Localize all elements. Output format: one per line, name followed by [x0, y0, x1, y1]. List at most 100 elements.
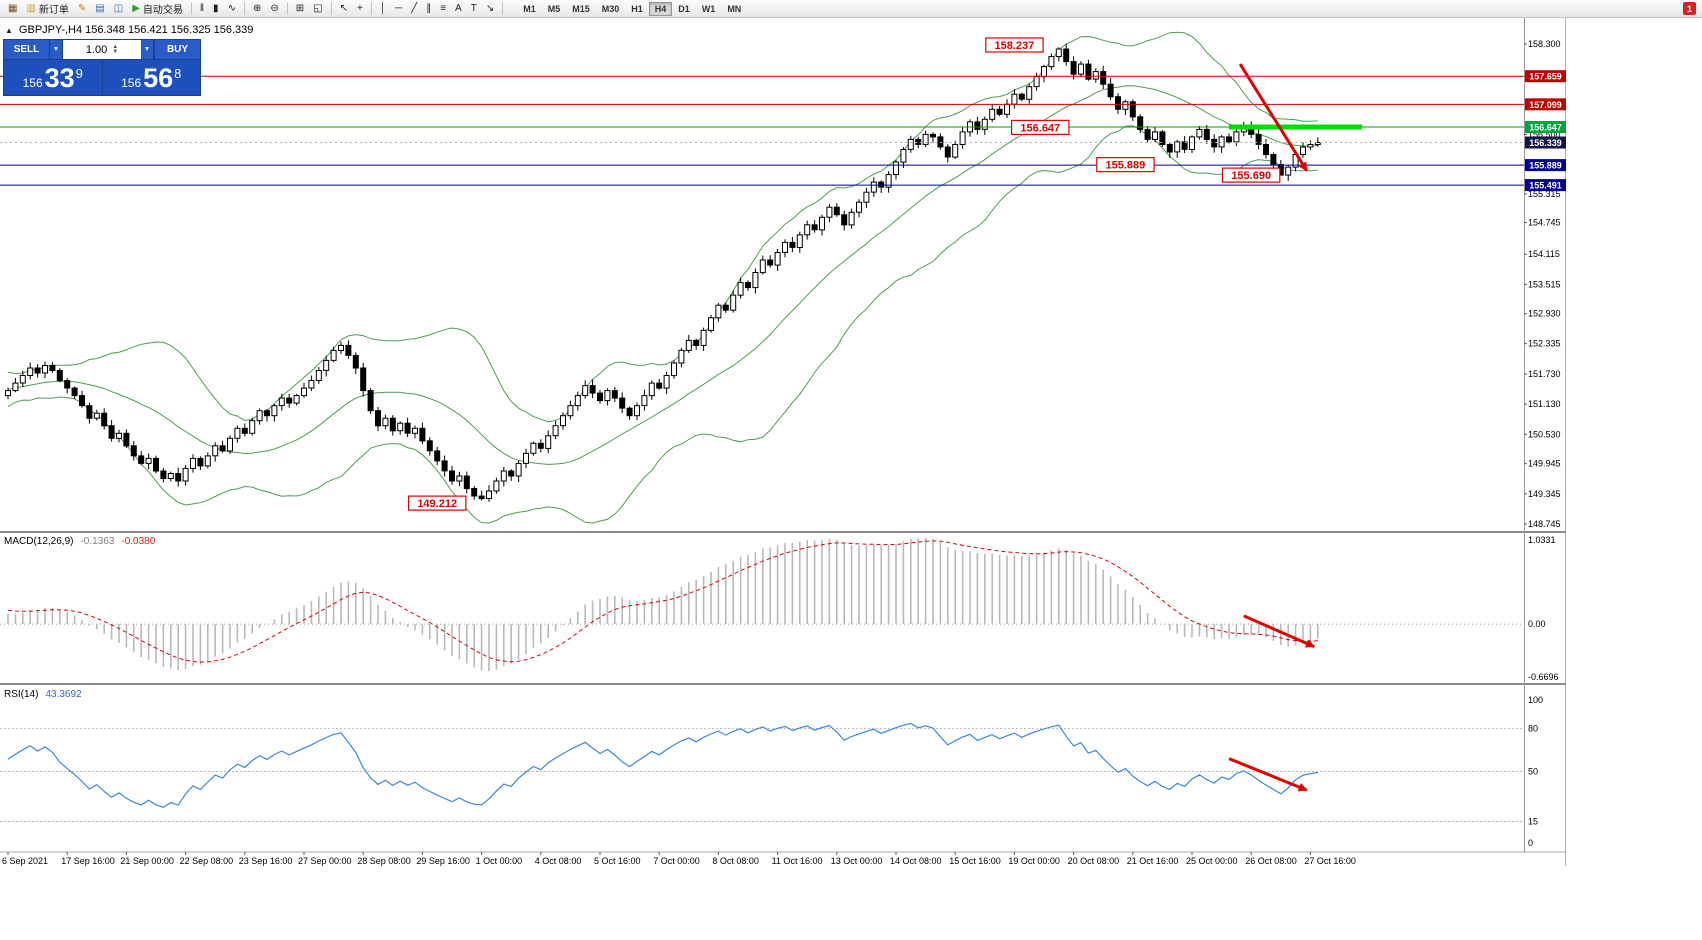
cascade-windows-icon[interactable]: ◱	[309, 1, 326, 16]
sell-dropdown-icon[interactable]: ▼	[50, 40, 63, 59]
chart-window-icon[interactable]: ▦	[4, 1, 21, 16]
notification-badge[interactable]: 1	[1683, 2, 1696, 15]
horizontal-line-icon: ─	[395, 2, 403, 14]
timeframe-m15[interactable]: M15	[572, 3, 590, 14]
macd-name: MACD(12,26,9)	[4, 536, 74, 547]
svg-text:156.500: 156.500	[1528, 129, 1561, 139]
fibonacci-icon[interactable]: ≡	[436, 1, 450, 16]
autotrading-button[interactable]: ▶ 自动交易	[128, 1, 187, 16]
rsi-name: RSI(14)	[4, 689, 39, 700]
market-watch-icon[interactable]: ▤	[91, 1, 108, 16]
line-chart-icon[interactable]: ∿	[224, 1, 240, 16]
svg-text:154.115: 154.115	[1528, 249, 1560, 259]
svg-text:80: 80	[1528, 724, 1538, 734]
svg-text:17 Sep 16:00: 17 Sep 16:00	[61, 856, 115, 866]
sell-price-sup: 9	[75, 66, 83, 81]
timeframe-m5[interactable]: M5	[547, 3, 561, 14]
toolbar-separator	[370, 2, 372, 15]
timeframe-h1[interactable]: H1	[631, 3, 643, 14]
buy-button[interactable]: BUY	[154, 40, 200, 59]
svg-text:152.335: 152.335	[1528, 339, 1561, 349]
text-icon: A	[455, 2, 462, 14]
arrows-icon: ↘	[485, 2, 495, 14]
timeframe-m30[interactable]: M30	[601, 3, 620, 14]
candlestick-chart-icon[interactable]: ▮	[209, 1, 223, 16]
svg-text:6 Sep 2021: 6 Sep 2021	[2, 856, 48, 866]
svg-text:153.515: 153.515	[1528, 279, 1561, 289]
tile-windows-icon[interactable]: ⊞	[292, 1, 308, 16]
svg-text:4 Oct 08:00: 4 Oct 08:00	[535, 856, 582, 866]
svg-text:155.889: 155.889	[1529, 161, 1562, 171]
svg-text:149.345: 149.345	[1528, 489, 1561, 499]
crosshair-icon: +	[356, 2, 363, 14]
metaeditor-icon[interactable]: ✎	[74, 1, 90, 16]
toolbar-separator	[243, 2, 245, 15]
svg-text:15 Oct 16:00: 15 Oct 16:00	[949, 856, 1001, 866]
candles-layer	[5, 43, 1321, 502]
svg-text:21 Oct 16:00: 21 Oct 16:00	[1127, 856, 1179, 866]
lot-spinner[interactable]: ▲ ▼	[112, 43, 119, 55]
bar-chart-icon[interactable]: ‖	[196, 1, 208, 16]
lot-size-field[interactable]: 1.00 ▲ ▼	[63, 40, 141, 59]
svg-text:21 Sep 00:00: 21 Sep 00:00	[120, 856, 174, 866]
sell-button[interactable]: SELL	[4, 40, 50, 59]
buy-dropdown-icon[interactable]: ▼	[141, 40, 154, 59]
toolbar-items: ▦ ▥ 新订单 ✎ ▤ ◫ ▶ 自动交易 ‖ ▮ ∿ ⊕ ⊖ ⊞ ◱ ↖ + │ ─ ╱ ∥ ≡ A T ↘ M1 M5 M15 M30…	[4, 0, 747, 17]
equidistant-channel-icon[interactable]: ∥	[422, 1, 435, 16]
svg-text:155.889: 155.889	[1106, 160, 1146, 172]
symbol-ohlc-text: GBPJPY-,H4 156.348 156.421 156.325 156.3…	[18, 24, 254, 36]
svg-text:100: 100	[1528, 695, 1543, 705]
buy-price[interactable]: 156 56 8	[103, 60, 201, 95]
svg-text:13 Oct 00:00: 13 Oct 00:00	[831, 856, 883, 866]
horizontal-line-icon[interactable]: ─	[391, 1, 406, 16]
zoom-in-icon[interactable]: ⊕	[249, 1, 265, 16]
text-icon[interactable]: A	[451, 1, 466, 16]
svg-text:151.730: 151.730	[1528, 369, 1561, 379]
zoom-in-icon: ⊕	[252, 2, 262, 14]
main-toolbar: ▦ ▥ 新订单 ✎ ▤ ◫ ▶ 自动交易 ‖ ▮ ∿ ⊕ ⊖ ⊞ ◱ ↖ + │ ─ ╱ ∥ ≡ A T ↘ M1 M5 M15 M30…	[0, 0, 1702, 18]
svg-text:155.690: 155.690	[1231, 170, 1271, 182]
cursor-icon[interactable]: ↖	[336, 1, 352, 16]
one-click-collapse-icon[interactable]: ▲	[5, 25, 13, 35]
svg-text:152.930: 152.930	[1528, 309, 1561, 319]
svg-text:26 Oct 08:00: 26 Oct 08:00	[1245, 856, 1297, 866]
time-axis[interactable]: 6 Sep 2021 17 Sep 16:00 21 Sep 00:00 22 Sep…	[2, 852, 1356, 866]
timeframe-w1[interactable]: W1	[701, 3, 716, 14]
rsi-value: 43.3692	[45, 689, 82, 700]
zoom-out-icon: ⊖	[270, 2, 279, 14]
timeframe-d1[interactable]: D1	[678, 3, 690, 14]
panel-frames	[0, 18, 1566, 853]
bollinger-bands	[7, 31, 1318, 524]
trendline-icon[interactable]: ╱	[407, 1, 421, 16]
svg-text:27 Sep 00:00: 27 Sep 00:00	[298, 856, 352, 866]
tile-windows-icon: ⊞	[295, 2, 305, 14]
svg-text:0.00: 0.00	[1528, 619, 1546, 629]
arrows-icon[interactable]: ↘	[482, 1, 498, 16]
autotrading-icon: ▶	[132, 2, 140, 14]
vertical-line-icon: │	[379, 2, 387, 14]
annotations-layer: 158.237 156.647 155.889 155.690 149.212	[408, 37, 1363, 792]
sell-price[interactable]: 156 33 9	[4, 60, 102, 95]
toolbar-separator	[330, 2, 332, 15]
cascade-windows-icon: ◱	[313, 2, 323, 14]
equidistant-channel-icon: ∥	[426, 2, 432, 14]
crosshair-icon[interactable]: +	[353, 1, 367, 16]
timeframe-m1[interactable]: M1	[523, 3, 536, 14]
price-scale[interactable]: 158.300 156.500 155.315 154.745 154.115 153.5…	[1524, 39, 1566, 848]
svg-text:28 Sep 08:00: 28 Sep 08:00	[357, 856, 411, 866]
timeframe-h4[interactable]: H4	[648, 1, 673, 16]
svg-text:154.745: 154.745	[1528, 218, 1561, 228]
svg-text:22 Sep 08:00: 22 Sep 08:00	[180, 856, 234, 866]
data-window-icon[interactable]: ◫	[110, 1, 127, 16]
trendline-icon: ╱	[411, 2, 418, 14]
timeframe-mn[interactable]: MN	[727, 3, 742, 14]
rsi-panel	[0, 722, 1524, 822]
price-chart[interactable]: 158.237 156.647 155.889 155.690 149.212 158.3…	[0, 18, 1566, 866]
new-order-button[interactable]: ▥ 新订单	[22, 1, 72, 16]
zoom-out-icon[interactable]: ⊖	[266, 1, 282, 16]
svg-text:149.945: 149.945	[1528, 459, 1561, 469]
data-window-icon: ◫	[113, 2, 124, 14]
text-label-icon[interactable]: T	[467, 1, 481, 16]
vertical-line-icon[interactable]: │	[376, 1, 390, 16]
bar-chart-icon: ‖	[199, 2, 205, 14]
